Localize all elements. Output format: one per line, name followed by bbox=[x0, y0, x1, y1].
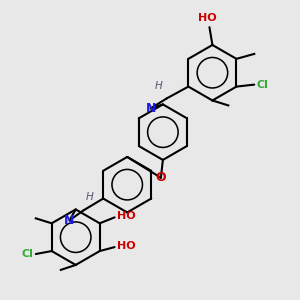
Text: Cl: Cl bbox=[256, 80, 268, 90]
Text: H: H bbox=[85, 191, 93, 202]
Text: O: O bbox=[156, 171, 166, 184]
Text: HO: HO bbox=[117, 241, 135, 251]
Text: Cl: Cl bbox=[22, 249, 34, 259]
Text: N: N bbox=[64, 214, 75, 227]
Text: HO: HO bbox=[198, 13, 217, 23]
Text: H: H bbox=[155, 81, 163, 91]
Text: HO: HO bbox=[117, 212, 135, 221]
Text: N: N bbox=[146, 102, 156, 115]
